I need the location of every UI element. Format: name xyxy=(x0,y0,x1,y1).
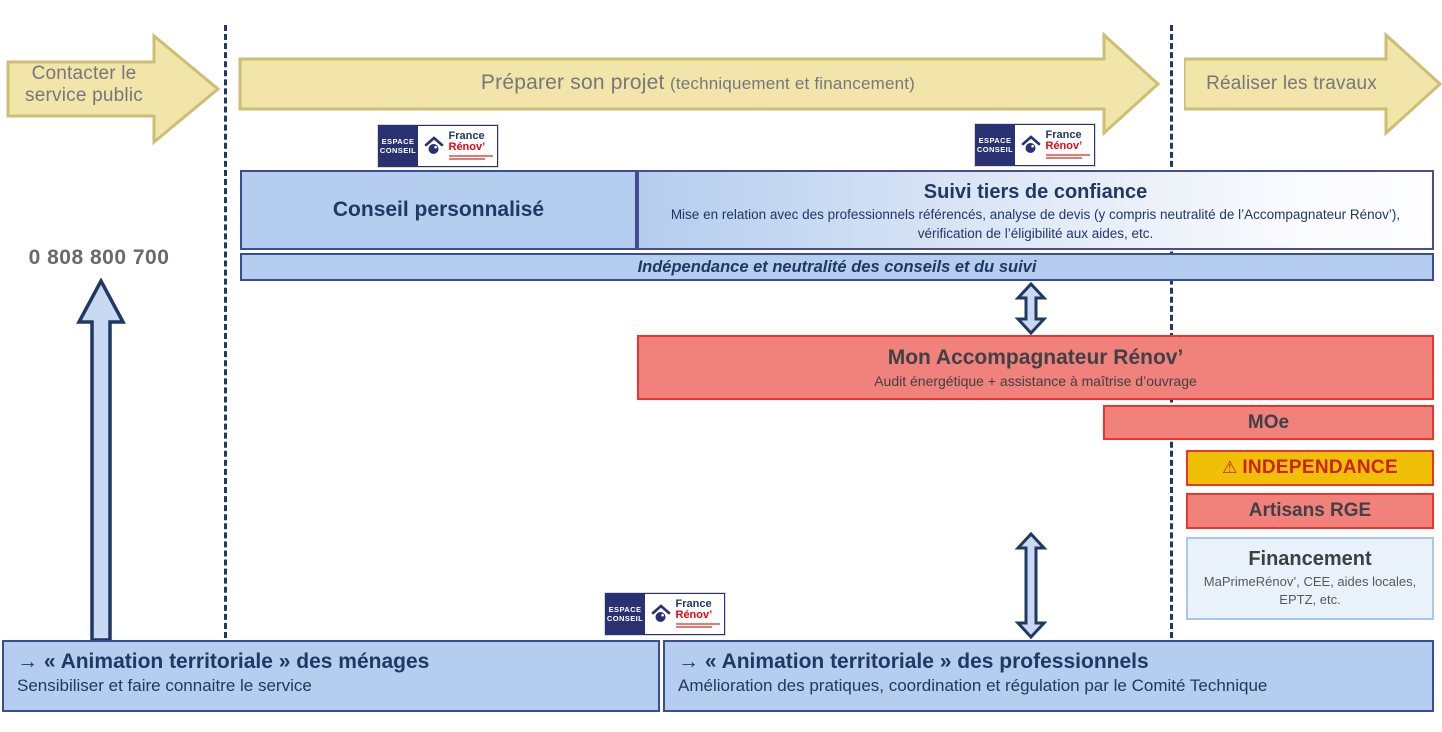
logo-conseil-text: CONSEIL xyxy=(379,146,417,155)
logo-tagline-lines xyxy=(1045,154,1090,160)
phone-number: 0 808 800 700 xyxy=(28,246,170,269)
espace-conseil-france-renov-logo: ESPACE CONSEIL France Rénov’ xyxy=(605,593,725,635)
animation-professionnels-bar: → « Animation territoriale » des profess… xyxy=(663,640,1434,712)
moe-box: MOe xyxy=(1103,405,1434,440)
artisans-rge-label: Artisans RGE xyxy=(1248,500,1372,521)
logo-renov-text: Rénov’ xyxy=(675,609,713,621)
logo-tagline-lines xyxy=(448,155,493,161)
logo-espace-text: ESPACE xyxy=(978,135,1012,145)
warning-icon: ⚠ xyxy=(1222,458,1238,477)
prepare-label-sub: (techniquement et financement) xyxy=(669,74,916,93)
suivi-tiers-desc: Mise en relation avec des professionnels… xyxy=(670,206,1401,241)
logo-france-text: France xyxy=(448,130,485,142)
animation-menages-sub: Sensibiliser et faire connaitre le servi… xyxy=(17,676,312,696)
espace-conseil-france-renov-logo: ESPACE CONSEIL France Rénov’ xyxy=(975,124,1095,166)
mon-accompagnateur-title: Mon Accompagnateur Rénov’ xyxy=(887,346,1184,370)
prepare-label-main: Préparer son projet xyxy=(480,71,665,94)
logo-france-text: France xyxy=(1045,129,1082,141)
moe-label: MOe xyxy=(1247,411,1290,433)
logo-renov-text: Rénov’ xyxy=(448,141,486,153)
animation-professionnels-sub: Amélioration des pratiques, coordination… xyxy=(678,676,1268,696)
independance-warning-box: ⚠ INDEPENDANCE xyxy=(1186,450,1434,486)
double-arrow-top xyxy=(1014,282,1048,335)
logo-espace-text: ESPACE xyxy=(608,604,642,614)
phase-arrow-prepare-shape xyxy=(238,32,1161,136)
phase-divider-line-right xyxy=(1170,25,1173,638)
house-icon xyxy=(1021,135,1040,153)
animation-menages-title: → « Animation territoriale » des ménages xyxy=(17,650,430,673)
house-icon xyxy=(651,604,670,622)
phase-arrow-realise-shape xyxy=(1184,32,1442,136)
financement-box: Financement MaPrimeRénov’, CEE, aides lo… xyxy=(1186,537,1434,620)
phase-divider-line-left xyxy=(224,25,227,638)
mon-accompagnateur-renov-box: Mon Accompagnateur Rénov’ Audit énergéti… xyxy=(637,335,1434,400)
animation-professionnels-title: → « Animation territoriale » des profess… xyxy=(678,650,1149,673)
animation-menages-bar: → « Animation territoriale » des ménages… xyxy=(2,640,660,712)
financement-sub: MaPrimeRénov’, CEE, aides locales, EPTZ,… xyxy=(1203,574,1417,607)
conseil-personnalise-title: Conseil personnalisé xyxy=(332,198,545,221)
phase-arrow-contact-shape xyxy=(6,32,221,146)
logo-espace-text: ESPACE xyxy=(381,136,415,146)
financement-title: Financement xyxy=(1248,548,1372,571)
logo-espace-conseil: ESPACE CONSEIL xyxy=(605,593,645,635)
independance-warning-label: INDEPENDANCE xyxy=(1242,457,1398,478)
artisans-rge-box: Artisans RGE xyxy=(1186,493,1434,529)
logo-tagline-lines xyxy=(675,623,720,629)
logo-conseil-text: CONSEIL xyxy=(976,145,1014,154)
logo-renov-text: Rénov’ xyxy=(1045,140,1083,152)
house-icon xyxy=(424,136,443,154)
phase-arrow-prepare-label: Préparer son projet (techniquement et fi… xyxy=(238,71,1158,95)
logo-conseil-text: CONSEIL xyxy=(606,614,644,623)
suivi-tiers-box: Suivi tiers de confiance Mise en relatio… xyxy=(637,170,1434,250)
logo-espace-conseil: ESPACE CONSEIL xyxy=(975,124,1015,166)
logo-france-text: France xyxy=(675,598,712,610)
phone-up-arrow xyxy=(76,278,126,642)
phase-arrow-contact-label: Contacter le service public xyxy=(25,63,143,106)
double-arrow-bottom xyxy=(1014,532,1048,639)
conseil-personnalise-box: Conseil personnalisé xyxy=(240,170,637,250)
suivi-tiers-title: Suivi tiers de confiance xyxy=(923,180,1148,203)
logo-espace-conseil: ESPACE CONSEIL xyxy=(378,125,418,167)
independance-neutralite-text: Indépendance et neutralité des conseils … xyxy=(637,257,1037,276)
independance-neutralite-bar: Indépendance et neutralité des conseils … xyxy=(240,253,1434,281)
mon-accompagnateur-sub: Audit énergétique + assistance à maîtris… xyxy=(874,372,1197,389)
espace-conseil-france-renov-logo: ESPACE CONSEIL France Rénov’ xyxy=(378,125,498,167)
phase-arrow-realise-label: Réaliser les travaux xyxy=(1206,73,1377,94)
